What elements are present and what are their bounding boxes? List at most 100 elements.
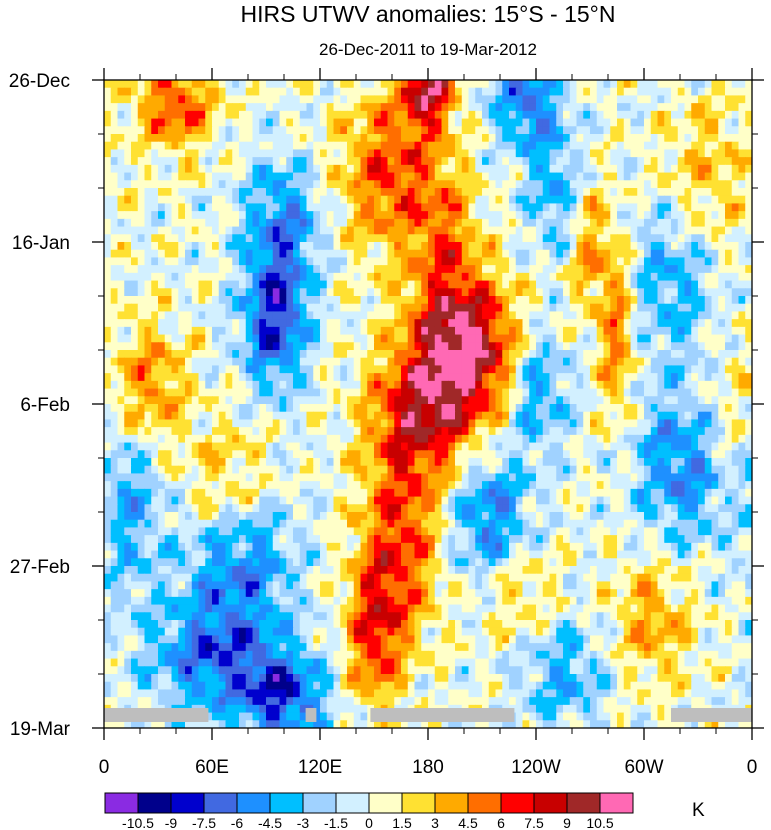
heatmap-cell (738, 257, 746, 266)
heatmap-cell (144, 450, 152, 459)
heatmap-cell (137, 419, 146, 428)
heatmap-cell (549, 103, 557, 112)
heatmap-cell (347, 396, 355, 405)
heatmap-cell (144, 249, 152, 259)
heatmap-cell (286, 434, 294, 444)
heatmap-cell (367, 388, 375, 397)
heatmap-cell (104, 234, 112, 243)
heatmap-cell (495, 373, 503, 382)
heatmap-cell (630, 134, 638, 143)
heatmap-cell (245, 434, 254, 444)
heatmap-cell (684, 296, 692, 305)
heatmap-cell (299, 242, 308, 251)
heatmap-cell (596, 249, 605, 259)
heatmap-cell (468, 303, 476, 313)
heatmap-cell (684, 350, 692, 359)
heatmap-cell (347, 87, 355, 97)
heatmap-cell (205, 419, 213, 428)
heatmap-cell (691, 195, 699, 205)
heatmap-cell (374, 373, 382, 382)
heatmap-cell (502, 373, 510, 382)
heatmap-cell (326, 218, 335, 228)
heatmap-cell (104, 450, 112, 459)
heatmap-cell (225, 118, 233, 127)
heatmap-cell (590, 226, 598, 235)
heatmap-cell (104, 126, 112, 135)
heatmap-cell (556, 118, 564, 127)
heatmap-cell (286, 126, 294, 135)
heatmap-cell (306, 396, 314, 405)
heatmap-cell (279, 95, 287, 104)
heatmap-cell (252, 465, 260, 475)
heatmap-cell (117, 218, 125, 228)
heatmap-cell (272, 234, 281, 243)
heatmap-cell (394, 87, 402, 97)
heatmap-cell (286, 280, 294, 289)
heatmap-cell (522, 149, 530, 158)
heatmap-cell (576, 234, 584, 243)
heatmap-cell (272, 288, 281, 297)
heatmap-cell (306, 326, 314, 336)
heatmap-cell (677, 87, 686, 97)
heatmap-cell (698, 427, 706, 436)
heatmap-cell (664, 118, 672, 127)
heatmap-cell (225, 126, 233, 135)
heatmap-cell (239, 234, 247, 243)
heatmap-cell (691, 134, 699, 143)
heatmap-cell (104, 419, 112, 428)
heatmap-cell (164, 110, 173, 120)
heatmap-cell (212, 373, 220, 382)
heatmap-cell (569, 357, 578, 367)
heatmap-cell (326, 164, 335, 174)
heatmap-cell (650, 141, 659, 151)
heatmap-cell (245, 334, 254, 343)
heatmap-cell (441, 95, 449, 104)
heatmap-cell (367, 218, 375, 228)
heatmap-cell (536, 195, 544, 205)
heatmap-cell (347, 234, 355, 243)
heatmap-cell (671, 326, 679, 336)
heatmap-cell (218, 411, 227, 421)
heatmap-cell (448, 465, 456, 475)
heatmap-cell (509, 334, 517, 343)
heatmap-cell (124, 350, 132, 359)
heatmap-cell (482, 442, 490, 451)
heatmap-cell (131, 126, 139, 135)
heatmap-cell (117, 396, 125, 405)
heatmap-cell (279, 303, 287, 313)
heatmap-cell (421, 303, 429, 313)
heatmap-cell (542, 272, 551, 282)
heatmap-cell (104, 134, 112, 143)
heatmap-cell (434, 388, 443, 397)
heatmap-cell (434, 234, 443, 243)
heatmap-cell (725, 95, 733, 104)
heatmap-cell (225, 326, 233, 336)
heatmap-cell (738, 311, 746, 320)
heatmap-cell (340, 188, 348, 197)
heatmap-cell (718, 342, 726, 351)
heatmap-cell (340, 226, 348, 235)
heatmap-cell (482, 473, 490, 482)
heatmap-cell (684, 265, 692, 274)
heatmap-cell (131, 180, 139, 189)
heatmap-cell (455, 257, 463, 266)
heatmap-cell (549, 434, 557, 444)
heatmap-cell (637, 126, 645, 135)
heatmap-cell (509, 388, 517, 397)
heatmap-cell (137, 234, 146, 243)
heatmap-cell (637, 288, 645, 297)
heatmap-cell (515, 404, 524, 413)
heatmap-cell (185, 396, 193, 405)
heatmap-cell (144, 272, 152, 282)
heatmap-cell (441, 126, 449, 135)
heatmap-cell (677, 411, 686, 421)
heatmap-cell (644, 434, 652, 444)
heatmap-cell (353, 272, 362, 282)
heatmap-cell (124, 134, 132, 143)
heatmap-cell (347, 126, 355, 135)
heatmap-cell (590, 350, 598, 359)
heatmap-cell (245, 195, 254, 205)
heatmap-cell (711, 134, 719, 143)
heatmap-cell (461, 442, 470, 451)
heatmap-cell (718, 326, 726, 336)
